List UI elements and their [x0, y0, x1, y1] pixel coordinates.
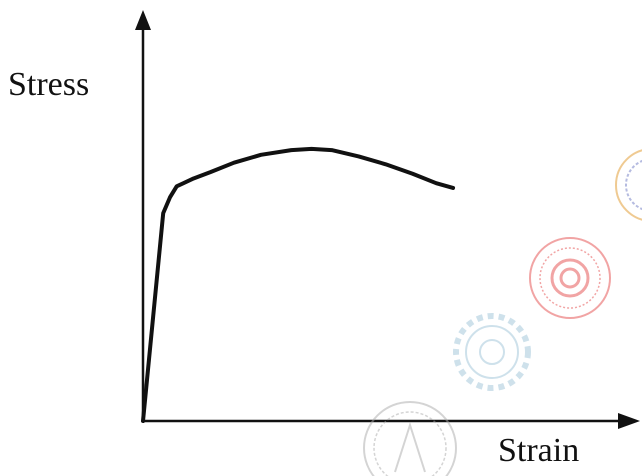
y-axis-label: Stress: [8, 66, 90, 103]
x-axis-label: Strain: [498, 432, 580, 469]
y-axis-arrowhead: [135, 10, 151, 30]
data-marks: [141, 146, 456, 423]
x-axis-arrowhead: [618, 413, 640, 429]
stress-strain-curve: [141, 146, 456, 423]
axes: [135, 10, 640, 429]
